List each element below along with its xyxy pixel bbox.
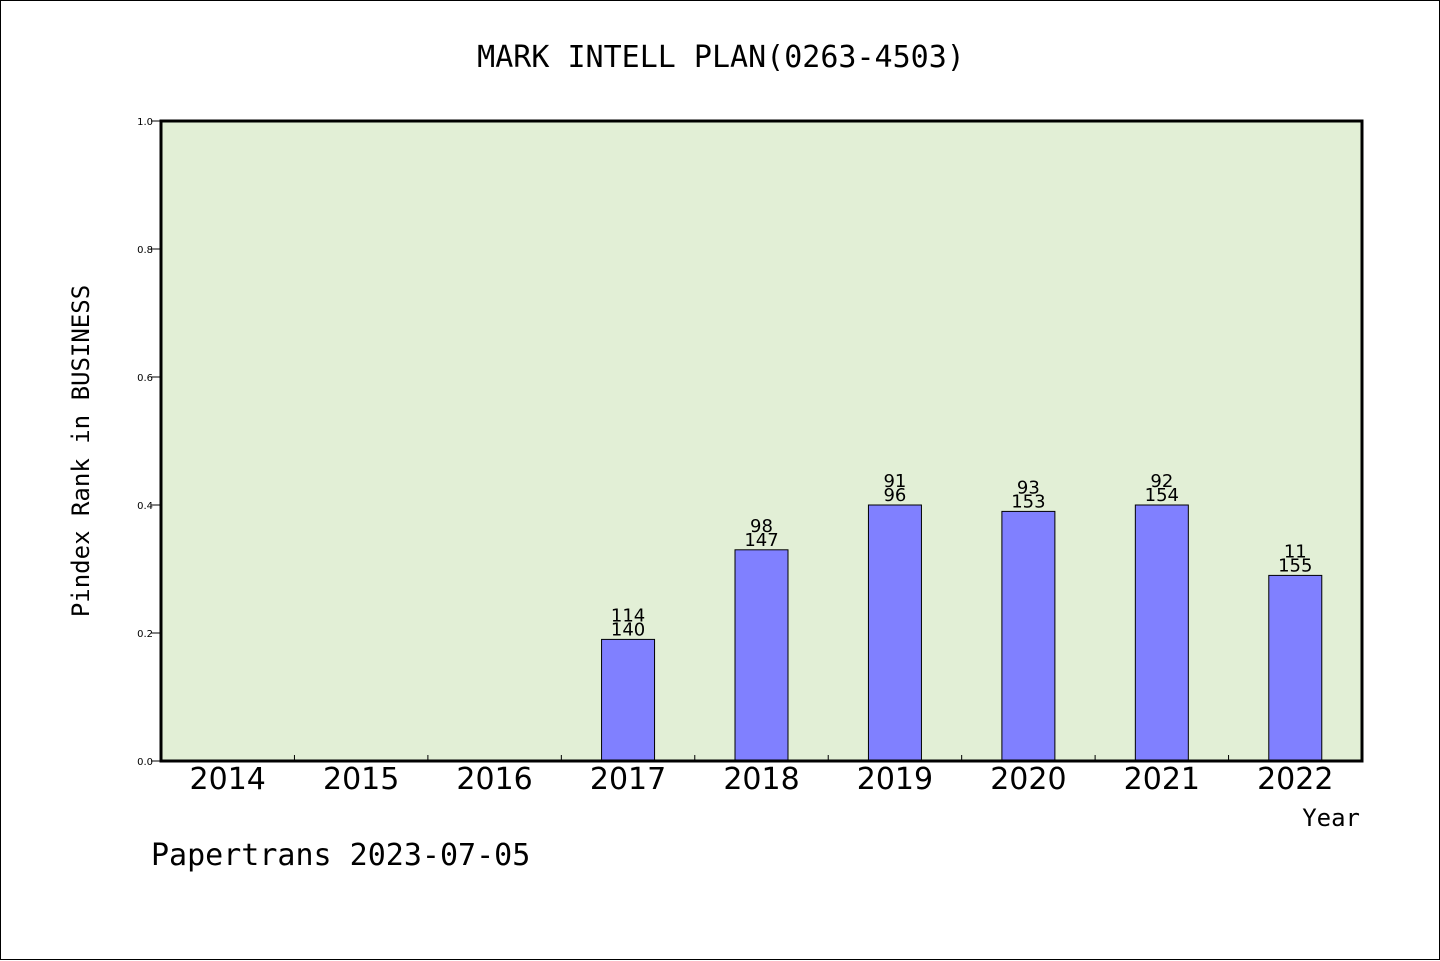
y-tick-label: 0.0 [137, 757, 153, 768]
x-tick-label: 2016 [456, 762, 532, 797]
y-tick-label: 0.8 [137, 245, 153, 256]
x-tick-label: 2014 [190, 762, 266, 797]
bar-2017 [601, 638, 656, 762]
y-tick-label: 0.2 [137, 629, 153, 640]
y-tick-label: 0.6 [137, 373, 153, 384]
bar-2018 [734, 549, 789, 762]
bar-label-bottom: 147 [744, 530, 778, 551]
bar-label-top: 98 [750, 516, 773, 537]
x-axis-label: Year [1302, 804, 1360, 832]
y-axis-label: Pindex Rank in BUSINESS [67, 285, 95, 617]
plot-border [159, 119, 1364, 763]
y-tick-label: 1.0 [137, 117, 153, 128]
bar-label-top: 114 [611, 605, 645, 626]
bar-label-bottom: 153 [1011, 491, 1045, 512]
x-tick-label: 2017 [590, 762, 666, 797]
bar-label-bottom: 140 [611, 619, 645, 640]
bar-2021 [1134, 504, 1189, 762]
bar-2022 [1268, 574, 1323, 762]
x-tick-label: 2022 [1257, 762, 1333, 797]
y-axis: 0.0 0.2 0.4 0.6 0.8 1.0 [137, 117, 161, 768]
bar-label-bottom: 155 [1278, 555, 1312, 576]
x-axis: 2014 2015 2016 2017 2018 2019 2020 2021 2022 [190, 755, 1333, 797]
bar-series [601, 504, 1323, 762]
y-tick-label: 0.4 [137, 501, 153, 512]
x-tick-label: 2019 [857, 762, 933, 797]
x-tick-label: 2021 [1124, 762, 1200, 797]
x-tick-label: 2020 [990, 762, 1066, 797]
bar-label-top: 11 [1284, 541, 1307, 562]
bar-label-top: 91 [883, 471, 906, 492]
bar-2019 [867, 504, 922, 762]
bar-2020 [1001, 510, 1056, 762]
bar-label-bottom: 154 [1145, 485, 1179, 506]
footer-text: Papertrans 2023-07-05 [151, 838, 530, 873]
bar-label-top: 93 [1017, 477, 1040, 498]
bar-label-bottom: 96 [883, 485, 906, 506]
x-tick-label: 2018 [723, 762, 799, 797]
chart-title: MARK INTELL PLAN(0263-4503) [477, 40, 965, 75]
x-tick-label: 2015 [323, 762, 399, 797]
bar-label-top: 92 [1150, 471, 1173, 492]
